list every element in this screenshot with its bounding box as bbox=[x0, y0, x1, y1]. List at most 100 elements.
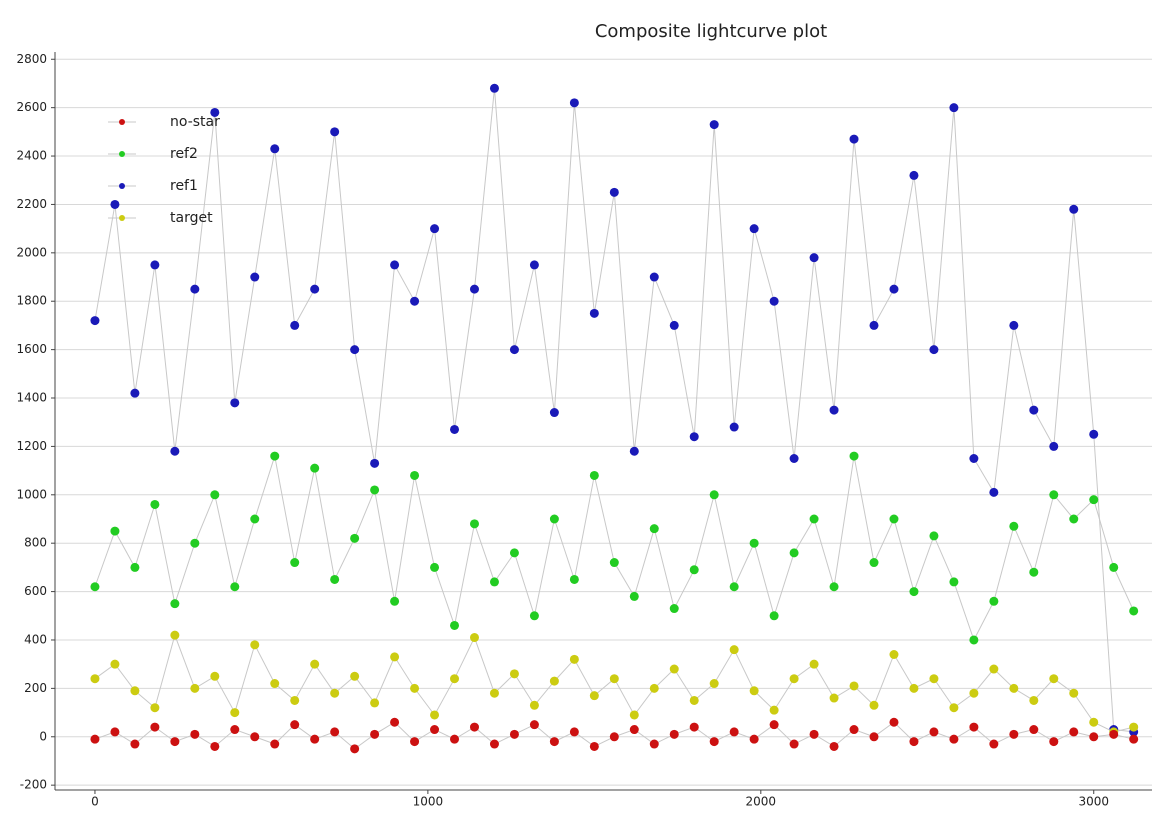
legend-label: no-star bbox=[170, 114, 220, 130]
data-point bbox=[310, 284, 320, 294]
data-point bbox=[989, 739, 999, 749]
data-point bbox=[330, 688, 340, 698]
data-point bbox=[669, 320, 679, 330]
data-point bbox=[629, 446, 639, 456]
data-point bbox=[569, 727, 579, 737]
data-point bbox=[649, 524, 659, 534]
data-point bbox=[589, 691, 599, 701]
data-point bbox=[110, 526, 120, 536]
y-tick-label: 800 bbox=[24, 536, 47, 550]
data-point bbox=[689, 695, 699, 705]
data-point bbox=[809, 659, 819, 669]
data-point bbox=[989, 596, 999, 606]
data-point bbox=[529, 260, 539, 270]
data-point bbox=[849, 681, 859, 691]
data-point bbox=[1129, 606, 1139, 616]
data-point bbox=[1009, 521, 1019, 531]
data-point bbox=[929, 345, 939, 355]
data-point bbox=[1069, 727, 1079, 737]
data-point bbox=[489, 83, 499, 93]
data-point bbox=[829, 693, 839, 703]
data-point bbox=[230, 582, 240, 592]
data-point bbox=[589, 308, 599, 318]
data-point bbox=[130, 388, 140, 398]
data-point bbox=[809, 514, 819, 524]
y-tick-label: -200 bbox=[20, 778, 47, 792]
data-point bbox=[969, 722, 979, 732]
data-point bbox=[969, 454, 979, 464]
data-point bbox=[709, 679, 719, 689]
data-point bbox=[1049, 737, 1059, 747]
data-point bbox=[1029, 695, 1039, 705]
data-point bbox=[509, 729, 519, 739]
data-point bbox=[909, 587, 919, 597]
data-point bbox=[1069, 688, 1079, 698]
data-point bbox=[270, 451, 280, 461]
legend-label: ref1 bbox=[170, 178, 198, 194]
data-point bbox=[769, 611, 779, 621]
data-point bbox=[589, 470, 599, 480]
data-point bbox=[350, 744, 360, 754]
data-point bbox=[210, 671, 220, 681]
y-tick-label: 2000 bbox=[16, 245, 47, 259]
data-point bbox=[410, 296, 420, 306]
data-point bbox=[589, 741, 599, 751]
y-tick-label: 200 bbox=[24, 681, 47, 695]
data-point bbox=[130, 686, 140, 696]
x-tick-label: 2000 bbox=[746, 795, 777, 809]
data-point bbox=[330, 127, 340, 137]
data-point bbox=[869, 700, 879, 710]
data-point bbox=[410, 737, 420, 747]
data-point bbox=[749, 734, 759, 744]
data-point bbox=[909, 683, 919, 693]
x-tick-label: 3000 bbox=[1078, 795, 1109, 809]
data-point bbox=[190, 729, 200, 739]
y-tick-label: 2200 bbox=[16, 197, 47, 211]
y-tick-label: 0 bbox=[39, 729, 47, 743]
data-point bbox=[809, 253, 819, 263]
connector-line bbox=[94, 455, 1135, 642]
legend-marker bbox=[119, 119, 125, 125]
data-point bbox=[469, 722, 479, 732]
data-point bbox=[110, 659, 120, 669]
data-point bbox=[629, 591, 639, 601]
data-point bbox=[270, 144, 280, 154]
data-point bbox=[609, 732, 619, 742]
data-point bbox=[869, 320, 879, 330]
data-point bbox=[669, 664, 679, 674]
data-point bbox=[489, 688, 499, 698]
data-point bbox=[549, 408, 559, 418]
data-point bbox=[969, 688, 979, 698]
data-point bbox=[170, 630, 180, 640]
data-point bbox=[669, 604, 679, 614]
data-point bbox=[789, 454, 799, 464]
data-point bbox=[929, 674, 939, 684]
data-point bbox=[749, 538, 759, 548]
data-point bbox=[1049, 490, 1059, 500]
data-point bbox=[769, 720, 779, 730]
data-point bbox=[90, 582, 100, 592]
data-point bbox=[1109, 562, 1119, 572]
data-point bbox=[1029, 725, 1039, 735]
data-point bbox=[949, 734, 959, 744]
data-point bbox=[1109, 729, 1119, 739]
data-point bbox=[489, 577, 499, 587]
data-point bbox=[1089, 429, 1099, 439]
data-point bbox=[829, 405, 839, 415]
data-point bbox=[110, 199, 120, 209]
data-point bbox=[430, 725, 440, 735]
data-point bbox=[529, 611, 539, 621]
data-point bbox=[949, 103, 959, 113]
data-point bbox=[290, 720, 300, 730]
data-point bbox=[709, 737, 719, 747]
data-point bbox=[1049, 441, 1059, 451]
data-point bbox=[370, 458, 380, 468]
data-point bbox=[729, 645, 739, 655]
data-point bbox=[450, 424, 460, 434]
data-point bbox=[909, 737, 919, 747]
data-point bbox=[549, 514, 559, 524]
data-point bbox=[489, 739, 499, 749]
data-point bbox=[1029, 567, 1039, 577]
data-point bbox=[1049, 674, 1059, 684]
data-point bbox=[230, 725, 240, 735]
